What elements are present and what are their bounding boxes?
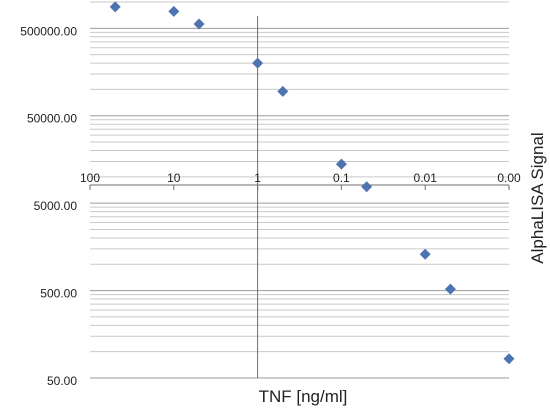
y-tick-label: 500.00 <box>40 287 77 301</box>
data-point <box>419 248 431 260</box>
x-tick-label: 100 <box>80 171 100 185</box>
x-tick-labels: 100 10 1 0.1 0.01 0.00 <box>80 171 521 185</box>
y-tick-label: 50000.00 <box>27 112 77 126</box>
y-tick-label: 50.00 <box>47 374 77 388</box>
x-tick-label: 10 <box>167 171 181 185</box>
y-tick-labels: 50.00 500.00 5000.00 50000.00 500000.00 <box>20 24 77 388</box>
data-point <box>109 1 121 13</box>
x-axis-title: TNF [ng/ml] <box>259 387 348 406</box>
data-point <box>361 181 373 193</box>
gridlines <box>90 1 509 379</box>
axes <box>89 16 510 378</box>
y-tick-label: 5000.00 <box>34 199 78 213</box>
y-tick-label: 500000.00 <box>20 24 77 38</box>
x-tick-label: 0.00 <box>497 171 521 185</box>
data-point <box>335 158 347 170</box>
x-tick-label: 0.1 <box>333 171 350 185</box>
x-tick-label: 0.01 <box>414 171 438 185</box>
data-point <box>444 283 456 295</box>
data-point <box>193 18 205 30</box>
data-point <box>503 353 515 365</box>
data-point <box>277 85 289 97</box>
data-points <box>109 1 515 365</box>
y-axis-title: AlphaLISA Signal <box>528 132 547 263</box>
data-point <box>252 57 264 69</box>
x-tick-label: 1 <box>254 171 261 185</box>
data-point <box>168 5 180 17</box>
